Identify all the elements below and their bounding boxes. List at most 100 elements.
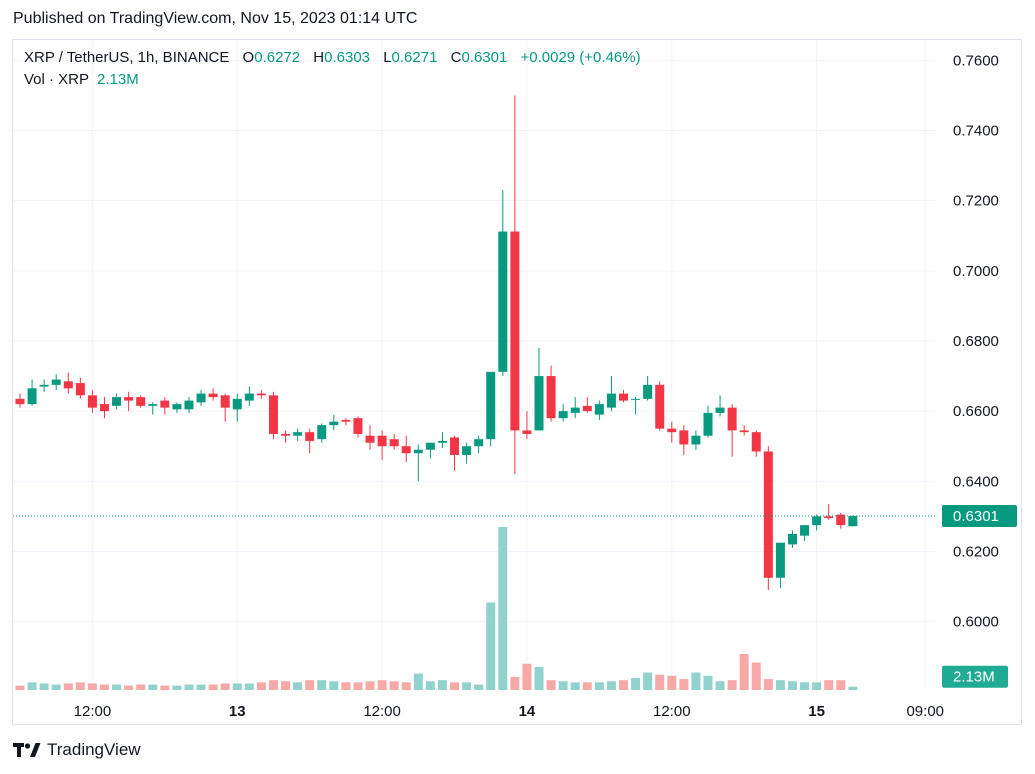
candle-body <box>582 405 592 412</box>
candle-body <box>401 446 411 454</box>
candle-body <box>655 384 665 429</box>
candle-body <box>848 516 858 527</box>
volume-bar <box>232 683 242 690</box>
candlestick-chart[interactable]: 0.6000 0.6200 0.6400 0.6600 0.6800 0.7000 0.72… <box>13 40 1023 726</box>
tradingview-logo-icon <box>13 743 41 757</box>
volume-bars <box>15 527 858 690</box>
volume-bar <box>87 683 97 690</box>
candle-body <box>63 381 73 389</box>
candle-body <box>824 516 834 519</box>
candle-body <box>534 376 544 431</box>
candle-body <box>643 384 653 399</box>
candle-body <box>329 421 339 426</box>
close-label: C <box>450 49 462 66</box>
volume-bar <box>498 527 508 690</box>
volume-bar <box>172 685 182 690</box>
volume-bar <box>619 680 628 690</box>
candle-body <box>160 400 170 408</box>
time-tick-label: 12:00 <box>653 703 691 720</box>
volume-bar <box>534 667 544 690</box>
volume-bar <box>365 681 375 690</box>
candle-body <box>220 395 230 408</box>
price-tick-label: 0.6000 <box>953 614 999 631</box>
volume-bar <box>124 685 134 690</box>
candle-body <box>462 446 472 455</box>
volume-bar <box>715 681 725 690</box>
volume-bar <box>703 675 713 690</box>
volume-bar <box>341 682 351 690</box>
volume-bar <box>184 684 194 690</box>
volume-bar <box>522 663 532 690</box>
candle-body <box>751 432 761 452</box>
high-value: 0.6303 <box>324 49 371 66</box>
volume-bar <box>691 672 701 690</box>
volume-legend: Vol · XRP 2.13M <box>24 69 139 91</box>
candle-body <box>256 393 266 396</box>
candle-body <box>631 398 641 400</box>
volume-bar <box>256 682 266 690</box>
volume-bar <box>655 674 665 690</box>
candle-body <box>317 425 327 440</box>
candle-body <box>606 393 616 408</box>
published-caption: Published on TradingView.com, Nov 15, 20… <box>13 10 418 27</box>
time-tick-label: 15 <box>808 703 825 720</box>
volume-value: 2.13M <box>97 71 139 88</box>
candle-body <box>787 533 797 545</box>
candle-body <box>691 435 701 445</box>
volume-label[interactable]: Vol · XRP <box>24 71 90 88</box>
candle-body <box>570 407 580 413</box>
candle-body <box>800 525 810 536</box>
volume-bar <box>377 680 387 690</box>
volume-bar <box>305 680 315 690</box>
candle-body <box>39 384 49 387</box>
time-tick-label: 12:00 <box>74 703 112 720</box>
candle-body <box>75 383 85 396</box>
candle-body <box>293 432 303 436</box>
volume-bar <box>643 672 653 690</box>
candle-body <box>232 398 242 410</box>
candle-body <box>522 430 532 434</box>
price-tick-label: 0.7600 <box>953 52 999 69</box>
candle-body <box>27 388 37 405</box>
candle-body <box>365 435 375 443</box>
volume-bar <box>848 686 858 690</box>
volume-tag-text: 2.13M <box>953 669 995 686</box>
candle-body <box>703 412 713 436</box>
candle-body <box>474 439 484 447</box>
volume-bar <box>462 682 472 690</box>
volume-bar <box>824 680 834 690</box>
volume-bar <box>353 682 363 690</box>
volume-bar <box>293 682 303 690</box>
volume-bar <box>389 681 399 690</box>
volume-bar <box>148 684 158 690</box>
candle-body <box>281 433 291 436</box>
candle-body <box>305 432 315 441</box>
grid <box>13 40 935 690</box>
tradingview-brand: TradingView <box>47 740 141 759</box>
candle-body <box>148 404 158 406</box>
time-axis[interactable]: 12:00 13 12:00 14 12:00 15 09:00 <box>74 703 944 720</box>
time-tick-label: 14 <box>519 703 536 720</box>
volume-bar <box>787 681 797 690</box>
volume-bar <box>437 680 447 690</box>
volume-bar <box>317 680 327 690</box>
volume-bar <box>727 680 737 690</box>
candles <box>15 95 858 591</box>
price-tick-label: 0.6800 <box>953 333 999 350</box>
candle-body <box>99 404 109 412</box>
close-value: 0.6301 <box>461 49 508 66</box>
candle-body <box>377 435 387 447</box>
price-tick-label: 0.7200 <box>953 193 999 210</box>
candle-body <box>836 514 846 526</box>
volume-bar <box>208 684 218 690</box>
symbol-title[interactable]: XRP / TetherUS, 1h, BINANCE <box>24 49 230 66</box>
chart-frame[interactable]: 0.6000 0.6200 0.6400 0.6600 0.6800 0.7000 0.72… <box>12 39 1022 725</box>
volume-bar <box>582 682 592 690</box>
candle-body <box>244 393 254 401</box>
price-tick-label: 0.7400 <box>953 123 999 140</box>
candle-body <box>450 437 460 455</box>
price-axis[interactable]: 0.6000 0.6200 0.6400 0.6600 0.6800 0.7000 0.72… <box>953 52 999 630</box>
open-value: 0.6272 <box>254 49 301 66</box>
change-value: +0.0029 (+0.46%) <box>520 49 641 66</box>
volume-tag: 2.13M <box>942 665 1008 688</box>
